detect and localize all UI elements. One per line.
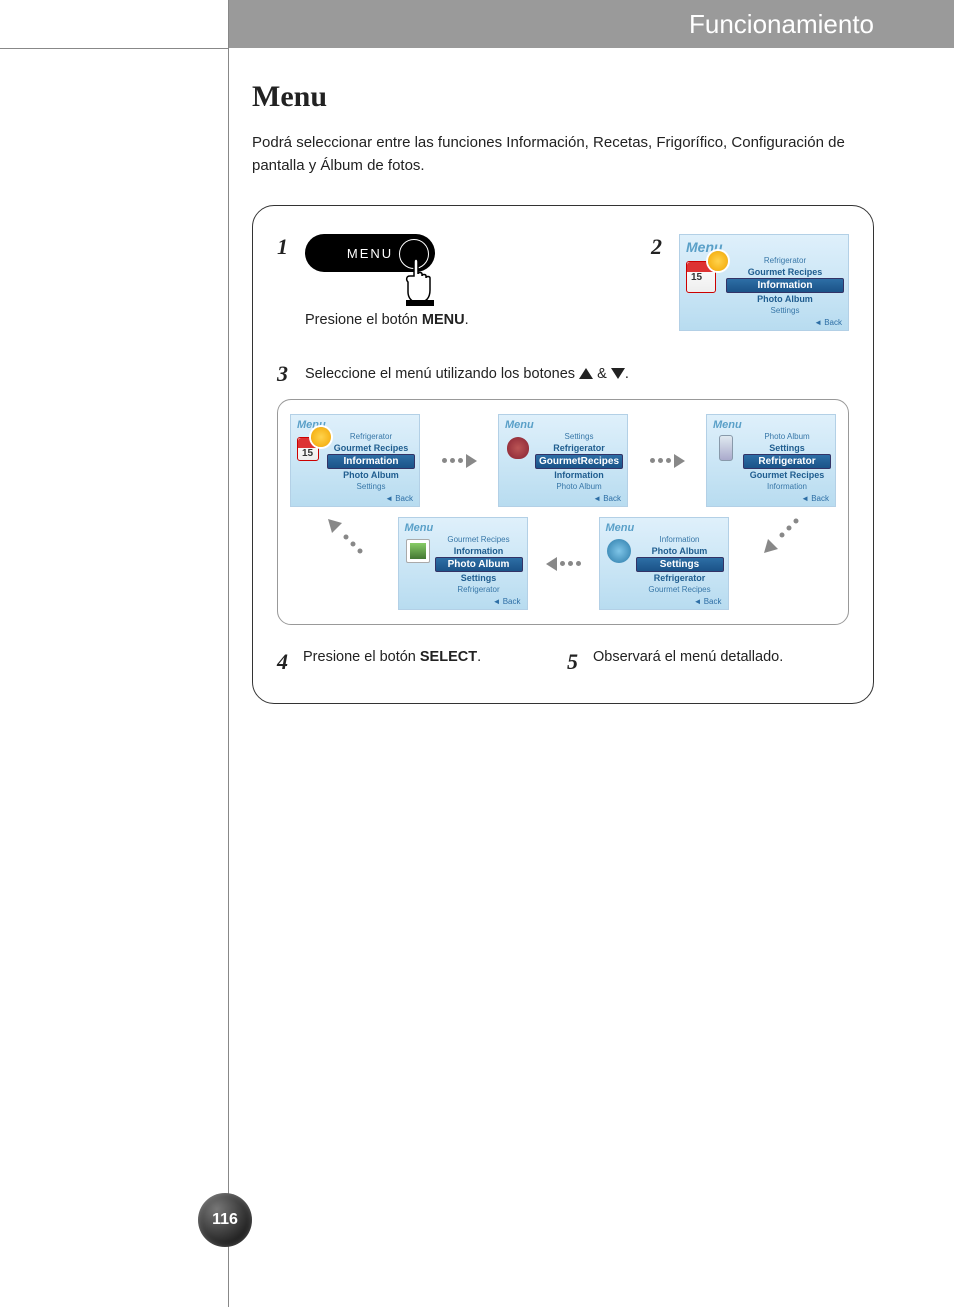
menu-button-illustration: MENU xyxy=(305,234,465,304)
arrow-diag-down-left xyxy=(756,511,806,561)
arrow-right-1 xyxy=(442,454,477,468)
step-number-5: 5 xyxy=(567,649,585,675)
header-title: Funcionamiento xyxy=(689,9,874,40)
down-triangle-icon xyxy=(611,368,625,379)
up-triangle-icon xyxy=(579,368,593,379)
menu-screen-c: MenuPhoto AlbumSettingsRefrigeratorGourm… xyxy=(706,414,836,507)
page-title: Menu xyxy=(252,80,874,114)
page-number-badge: 116 xyxy=(198,1193,252,1247)
horizontal-divider xyxy=(0,48,228,49)
step-number-2: 2 xyxy=(651,234,669,260)
arrow-diag-up-left xyxy=(320,511,370,561)
step-number-1: 1 xyxy=(277,234,295,260)
step5-text: Observará el menú detallado. xyxy=(593,649,783,675)
content-area: Menu Podrá seleccionar entre las funcion… xyxy=(252,80,874,704)
menu-button-label: MENU xyxy=(347,246,393,261)
step-row-1-2: 1 MENU Presione el botón MENU. xyxy=(277,234,849,331)
step1-caption: Presione el botón MENU. xyxy=(305,312,469,328)
vertical-divider xyxy=(228,0,229,1307)
page-number: 116 xyxy=(212,1211,238,1229)
menu-screen-e: MenuInformationPhoto AlbumSettingsRefrig… xyxy=(599,517,729,610)
menu-screen-main: MenuRefrigeratorGourmet RecipesInformati… xyxy=(679,234,849,331)
intro-text: Podrá seleccionar entre las funciones In… xyxy=(252,132,874,177)
menu-screen-a: MenuRefrigeratorGourmet RecipesInformati… xyxy=(290,414,420,507)
step3-text: Seleccione el menú utilizando los botone… xyxy=(305,366,629,382)
step-row-4-5: 4 Presione el botón SELECT. 5 Observará … xyxy=(277,649,849,675)
arrow-left xyxy=(546,557,581,571)
hand-pointer-icon xyxy=(400,252,450,307)
steps-panel: 1 MENU Presione el botón MENU. xyxy=(252,205,874,704)
menu-screen-d: MenuGourmet RecipesInformationPhoto Albu… xyxy=(398,517,528,610)
flow-row-top: MenuRefrigeratorGourmet RecipesInformati… xyxy=(290,414,836,507)
step4-text: Presione el botón SELECT. xyxy=(303,649,481,675)
menu-flow-box: MenuRefrigeratorGourmet RecipesInformati… xyxy=(277,399,849,625)
menu-screen-b: MenuSettingsRefrigeratorGourmetRecipesIn… xyxy=(498,414,628,507)
flow-row-bottom: MenuGourmet RecipesInformationPhoto Albu… xyxy=(290,517,836,610)
header-bar: Funcionamiento xyxy=(228,0,954,48)
arrow-right-2 xyxy=(650,454,685,468)
step-number-4: 4 xyxy=(277,649,295,675)
step-number-3: 3 xyxy=(277,361,295,387)
